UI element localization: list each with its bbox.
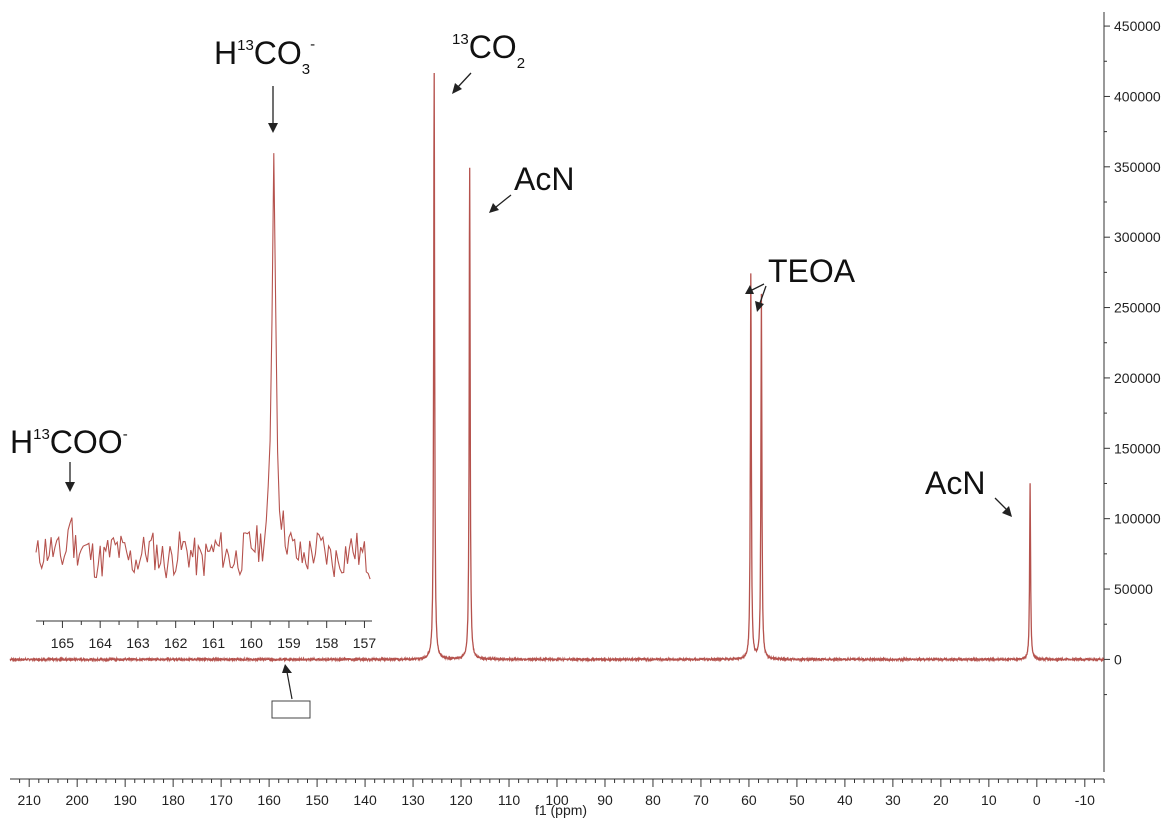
annotation-bicarbonate-arrowhead xyxy=(268,123,278,133)
annotation-co2-label: 13CO2 xyxy=(452,29,525,72)
x-tick-label: 100 xyxy=(545,792,569,808)
y-tick-label: 150000 xyxy=(1114,440,1161,456)
inset-x-tick-label: 162 xyxy=(164,635,188,651)
inset-x-tick-label: 160 xyxy=(240,635,264,651)
x-tick-label: 70 xyxy=(693,792,709,808)
y-tick-label: 100000 xyxy=(1114,511,1161,527)
x-axis-label: f1 (ppm) xyxy=(535,802,587,818)
y-tick-label: 450000 xyxy=(1114,18,1161,34)
y-tick-label: 50000 xyxy=(1114,581,1153,597)
peak-annotations: H13CO3- H13COO- 13CO2 AcN TEOA AcN xyxy=(10,29,1012,517)
inset-x-tick-label: 164 xyxy=(89,635,113,651)
y-tick-label: 300000 xyxy=(1114,229,1161,245)
x-tick-label: 190 xyxy=(113,792,137,808)
annotation-co2-arrowhead xyxy=(452,83,462,94)
zoom-region-box xyxy=(271,700,311,719)
x-tick-label: -10 xyxy=(1075,792,1095,808)
x-tick-label: 200 xyxy=(65,792,89,808)
zoom-arrowhead xyxy=(282,664,292,673)
annotation-acn-2-arrow xyxy=(994,497,1007,510)
annotation-co2-arrow xyxy=(457,72,472,88)
x-tick-label: 210 xyxy=(18,792,42,808)
inset-x-tick-label: 165 xyxy=(51,635,75,651)
inset-x-tick-label: 161 xyxy=(202,635,226,651)
annotation-acn-arrowhead xyxy=(489,203,499,213)
annotation-teoa-arrow-2 xyxy=(759,285,767,304)
annotation-acn-2-arrowhead xyxy=(1002,506,1012,517)
x-tick-label: 150 xyxy=(305,792,329,808)
x-tick-label: 130 xyxy=(401,792,425,808)
y-tick-label: 250000 xyxy=(1114,300,1161,316)
x-tick-label: 120 xyxy=(449,792,473,808)
annotation-acn-arrow xyxy=(495,194,512,208)
x-tick-label: 60 xyxy=(741,792,757,808)
y-tick-label: 400000 xyxy=(1114,88,1161,104)
inset-x-tick-label: 159 xyxy=(277,635,301,651)
x-tick-label: 170 xyxy=(209,792,233,808)
x-tick-label: 40 xyxy=(837,792,853,808)
x-tick-label: 160 xyxy=(257,792,281,808)
inset-x-tick-label: 157 xyxy=(353,635,377,651)
x-tick-label: 140 xyxy=(353,792,377,808)
y-tick-label: 200000 xyxy=(1114,370,1161,386)
annotation-formate-arrowhead xyxy=(65,482,75,492)
x-tick-label: 50 xyxy=(789,792,805,808)
x-tick-label: 90 xyxy=(597,792,613,808)
annotation-acn-label: AcN xyxy=(514,161,574,197)
annotation-teoa-label: TEOA xyxy=(768,253,856,289)
x-axis-ticks: 210 200 190 180 170 160 150 140 130 120 110 100 90 80… xyxy=(18,779,1105,808)
x-tick-label: 0 xyxy=(1033,792,1041,808)
y-axis-ticks: 0 50000 100000 150000 200000 250000 300000 3500… xyxy=(1104,18,1161,696)
y-tick-label: 0 xyxy=(1114,651,1122,667)
annotation-teoa-arrowhead-2 xyxy=(755,301,764,312)
inset-x-tick-label: 163 xyxy=(126,635,150,651)
x-tick-label: 110 xyxy=(498,792,521,808)
inset-x-tick-label: 158 xyxy=(315,635,339,651)
x-tick-label: 10 xyxy=(981,792,997,808)
x-tick-label: 80 xyxy=(645,792,661,808)
inset-spectrum-line xyxy=(35,153,371,580)
annotation-formate-label: H13COO- xyxy=(10,424,128,460)
y-tick-label: 350000 xyxy=(1114,159,1161,175)
zoom-arrow xyxy=(286,671,293,700)
x-tick-label: 20 xyxy=(933,792,949,808)
annotation-acn-2-label: AcN xyxy=(925,465,985,501)
x-tick-label: 180 xyxy=(161,792,185,808)
x-tick-label: 30 xyxy=(885,792,901,808)
inset-x-axis-ticks: 165 164 163 162 161 160 159 158 157 xyxy=(43,621,377,651)
annotation-teoa-arrowhead-1 xyxy=(745,285,754,294)
annotation-teoa-arrow-1 xyxy=(751,283,765,291)
annotation-bicarbonate-label: H13CO3- xyxy=(214,35,315,78)
spectrum-series-line xyxy=(9,72,1105,663)
